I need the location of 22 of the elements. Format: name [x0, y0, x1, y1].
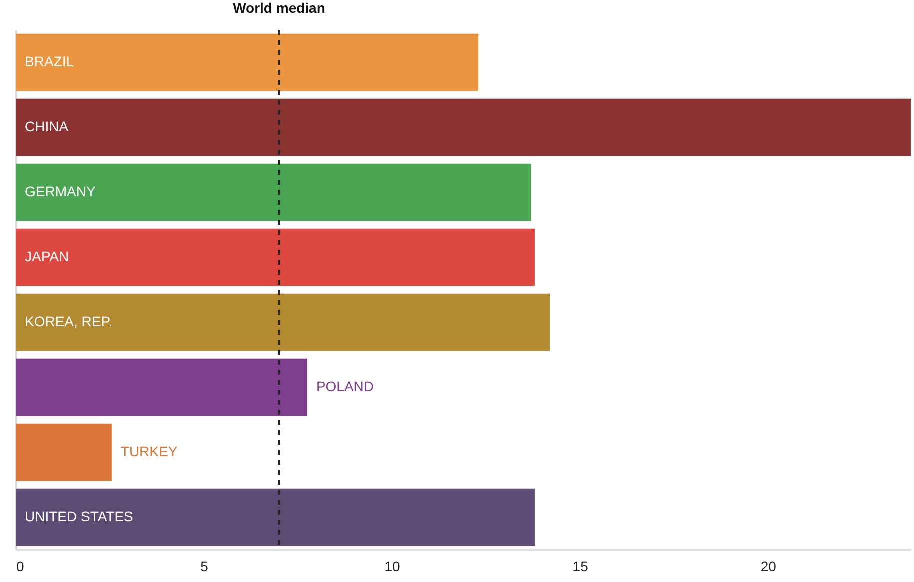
y-tick-label: UNITED STATES — [25, 508, 134, 524]
bar — [16, 488, 535, 546]
ref-line-label: World median — [233, 0, 326, 16]
bar — [16, 34, 479, 92]
bar — [16, 98, 911, 156]
x-tick-label: 10 — [384, 558, 401, 574]
y-tick-label: POLAND — [316, 378, 374, 394]
bar — [16, 228, 535, 286]
bar — [16, 164, 532, 222]
bar — [16, 358, 308, 416]
y-tick-label: BRAZIL — [25, 54, 74, 70]
x-tick-label: 5 — [200, 558, 209, 574]
y-tick-label: JAPAN — [25, 248, 70, 264]
bar — [16, 424, 112, 482]
bar — [16, 294, 550, 352]
x-tick-label: 15 — [572, 558, 589, 574]
x-tick-label: 20 — [760, 558, 777, 574]
y-tick-label: KOREA, REP. — [25, 314, 113, 330]
y-tick-label: GERMANY — [25, 184, 96, 200]
y-tick-label: TURKEY — [120, 444, 178, 460]
x-tick-label: 0 — [16, 558, 24, 574]
y-tick-label: CHINA — [25, 118, 70, 134]
